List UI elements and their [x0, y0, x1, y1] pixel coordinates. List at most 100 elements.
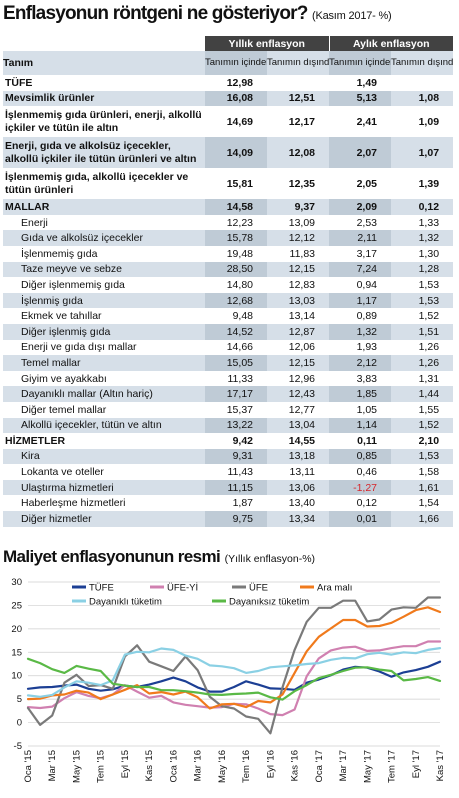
table-row: TÜFE 12,98 1,49	[3, 75, 453, 91]
annual-included-value: 16,08	[205, 90, 267, 107]
page-title: Enflasyonun röntgeni ne gösteriyor? (Kas…	[3, 3, 392, 25]
header-annual-group: Yıllık enflasyon	[205, 36, 330, 51]
annual-included-value: 9,48	[232, 310, 253, 323]
annual-excluded-value: 13,18	[267, 448, 330, 465]
x-tick-label: Tem '17	[387, 750, 398, 783]
monthly-included-value: 2,05	[356, 177, 378, 190]
header-annual-included: Tanımın içindekiler	[205, 51, 267, 75]
chart-title: Maliyet enflasyonunun resmi (Yıllık enfl…	[3, 547, 315, 567]
row-label: Enerji, gıda ve alkolsüz içecekler, alko…	[3, 137, 205, 169]
x-tick-label: Tem '16	[241, 750, 252, 783]
table-row: Temel mallar 15,05 12,15 2,12 1,26	[3, 355, 454, 371]
header-monthly-included: Tanımın içindekiler	[329, 51, 392, 75]
monthly-included-value: 1,17	[329, 292, 392, 309]
monthly-excluded-value: 1,61	[391, 479, 454, 496]
annual-included-value: 15,37	[226, 403, 253, 416]
monthly-excluded-value: 1,32	[391, 230, 454, 246]
header-monthly-group: Aylık enflasyon	[328, 36, 454, 51]
annual-included-value: 15,81	[226, 177, 253, 190]
monthly-included-value: 2,53	[356, 216, 378, 229]
table-row: Ekmek ve tahıllar 9,48 13,14 0,89 1,52	[3, 308, 453, 324]
monthly-excluded-value: 1,53	[391, 448, 454, 465]
table-row: Enerji ve gıda dışı mallar 14,66 12,06 1,93…	[3, 340, 453, 356]
annual-excluded-value: 12,06	[288, 341, 316, 354]
table-row: Mevsimlik ürünler 16,08 12,51 5,13 1,08	[3, 90, 454, 107]
annual-included-value: 14,80	[226, 278, 253, 291]
annual-excluded-value: 13,34	[267, 511, 330, 527]
title-text: Enflasyonun röntgeni ne gösteriyor?	[3, 3, 308, 24]
monthly-included-value: 1,49	[356, 76, 378, 89]
annual-excluded-value: 12,17	[288, 115, 316, 128]
monthly-included-value: 2,09	[329, 199, 392, 215]
row-label: Lokanta ve oteller	[21, 466, 104, 479]
row-label: Haberleşme hizmetleri	[21, 497, 126, 510]
series-line	[26, 606, 442, 710]
row-label: Taze meyve ve sebze	[3, 261, 205, 278]
x-tick-label: Oca '17	[314, 750, 325, 782]
row-label: Enerji ve gıda dışı mallar	[21, 341, 137, 354]
monthly-excluded-value: 1,58	[418, 466, 440, 479]
x-tick-label: Eyl '15	[120, 750, 131, 778]
series-line	[26, 596, 442, 735]
monthly-included-value: 3,83	[356, 372, 378, 385]
row-label: Giyim ve ayakkabı	[21, 372, 107, 385]
annual-excluded-value: 12,51	[267, 90, 330, 107]
series-line	[26, 646, 442, 698]
monthly-excluded-value: 1,28	[391, 261, 454, 278]
table-row: Diğer işlenmemiş gıda 14,80 12,83 0,94 1,53	[3, 277, 453, 293]
table-row: Taze meyve ve sebze 28,50 12,15 7,24 1,28	[3, 261, 454, 278]
legend-label: Dayanıksız tüketim	[229, 597, 309, 608]
annual-included-value: 15,78	[205, 230, 267, 246]
monthly-included-value: 2,07	[329, 137, 392, 169]
header-blank	[3, 36, 205, 51]
monthly-included-value: 0,12	[356, 497, 378, 510]
row-label: TÜFE	[5, 76, 33, 89]
x-tick-label: Tem '15	[96, 750, 107, 783]
monthly-excluded-value: 1,44	[391, 386, 454, 402]
y-tick-label: 0	[17, 718, 22, 729]
table-row: İşlenmemiş gıda ürünleri, enerji, alkoll…	[3, 106, 453, 137]
monthly-excluded-value: 2,10	[418, 434, 440, 447]
row-label: Diğer işlenmemiş gıda	[21, 278, 125, 291]
annual-excluded-value: 12,15	[267, 261, 330, 278]
annual-included-value: 12,23	[226, 216, 253, 229]
row-label: İşlenmemiş gıda ürünleri, enerji, alkoll…	[5, 108, 202, 134]
annual-excluded-value: 13,11	[289, 466, 316, 479]
table-row: İşlenmemiş gıda, alkollü içecekler ve tü…	[3, 168, 453, 199]
series-line	[26, 660, 442, 693]
x-tick-label: May '15	[71, 750, 82, 783]
annual-included-value: 28,50	[205, 261, 267, 278]
monthly-included-value: 1,14	[329, 417, 392, 434]
monthly-included-value: 1,93	[356, 341, 378, 354]
annual-excluded-value	[267, 75, 329, 91]
annual-included-value: 12,98	[226, 76, 253, 89]
row-label: Ekmek ve tahıllar	[21, 310, 102, 323]
table-row: MALLAR 14,58 9,37 2,09 0,12	[3, 199, 454, 215]
annual-included-value: 14,69	[226, 115, 253, 128]
annual-excluded-value: 12,08	[267, 137, 330, 169]
row-label: Diğer hizmetler	[3, 511, 205, 527]
row-label: Diğer işlenmiş gıda	[3, 323, 205, 340]
annual-included-value: 11,15	[205, 479, 267, 496]
row-label: İşlenmemiş gıda	[21, 247, 98, 260]
annual-excluded-value: 13,40	[288, 497, 316, 510]
table-row: Enerji, gıda ve alkolsüz içecekler, alko…	[3, 137, 454, 169]
table-row: Diğer hizmetler 9,75 13,34 0,01 1,66	[3, 511, 454, 527]
x-tick-label: Eyl '16	[265, 750, 276, 778]
monthly-included-value: -1,27	[329, 479, 392, 496]
row-label: Diğer temel mallar	[21, 403, 107, 416]
monthly-excluded-value: 1,26	[391, 355, 454, 371]
monthly-included-value: 1,32	[329, 323, 392, 340]
table-row: İşlenmemiş gıda 19,48 11,83 3,17 1,30	[3, 246, 453, 262]
annual-excluded-value: 13,03	[267, 292, 330, 309]
series-line	[26, 657, 442, 701]
x-tick-label: May '17	[362, 750, 373, 783]
row-label: Temel mallar	[3, 355, 205, 371]
monthly-excluded-value: 1,39	[418, 177, 440, 190]
row-label: MALLAR	[3, 199, 205, 215]
row-label: Alkollü içecekler, tütün ve altın	[3, 417, 205, 434]
chart-title-text: Maliyet enflasyonunun resmi	[3, 547, 221, 566]
y-tick-label: 25	[11, 600, 22, 611]
monthly-included-value: 0,46	[356, 466, 378, 479]
